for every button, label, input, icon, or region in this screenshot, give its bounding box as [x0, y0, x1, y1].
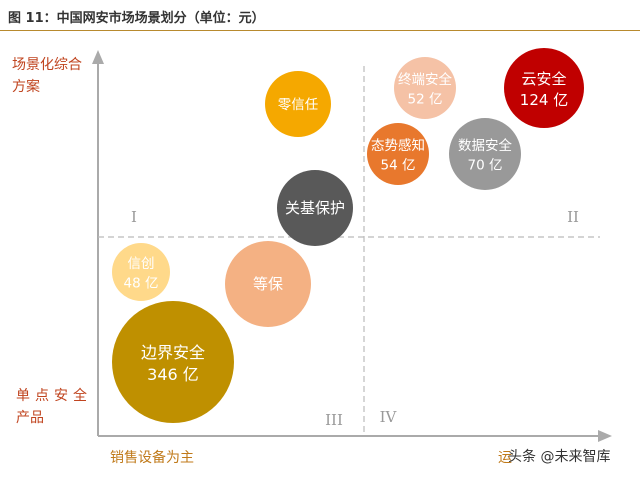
bubble-label-1: 零信任	[278, 97, 319, 113]
bubble-value-2: 52 亿	[408, 92, 443, 108]
quadrant-label-iii: III	[325, 411, 343, 429]
bubble-value-5: 70 亿	[468, 158, 503, 174]
y-axis-arrow	[92, 50, 104, 64]
bubble-1	[265, 71, 331, 137]
quadrant-label-ii: II	[567, 208, 579, 226]
x-axis-label-left: 销售设备为主	[110, 450, 194, 466]
bubble-3	[504, 48, 584, 128]
bubble-label-9: 边界安全	[141, 343, 205, 362]
bubble-4	[367, 123, 429, 185]
chart-title: 图 11：中国网安市场场景划分（单位：元）	[8, 11, 265, 26]
y-axis-label-bottom: 单点安全 产品	[16, 385, 92, 429]
bubble-label-3: 云安全	[521, 70, 566, 88]
watermark: 头条 @未来智库	[508, 449, 611, 465]
y-axis-label-top-line-1: 场景化综合	[12, 57, 82, 73]
bubble-6	[277, 170, 353, 246]
bubble-label-4: 态势感知	[371, 137, 425, 154]
y-axis-label-top-line-2: 方案	[12, 79, 40, 95]
x-axis-label-right: 运	[498, 450, 512, 466]
x-axis-arrow	[598, 430, 612, 442]
bubble-value-3: 124 亿	[520, 91, 568, 109]
bubble-label-2: 终端安全	[398, 71, 452, 88]
title-bar: 图 11：中国网安市场场景划分（单位：元）	[0, 0, 640, 31]
y-axis-label-top: 场景化综合 方案	[12, 54, 82, 98]
bubble-label-8: 等保	[253, 275, 283, 293]
bubble-9	[112, 301, 234, 423]
bubble-value-4: 54 亿	[381, 158, 416, 174]
bubble-5	[449, 118, 521, 190]
bubble-8	[225, 241, 311, 327]
bubble-2	[394, 57, 456, 119]
y-axis-label-bottom-line-1: 单点安全	[16, 388, 92, 404]
bubble-label-6: 关基保护	[285, 199, 345, 217]
bubble-7	[112, 243, 170, 301]
y-axis-label-bottom-line-2: 产品	[16, 410, 44, 426]
quadrant-label-i: I	[131, 208, 137, 226]
quadrant-label-iv: IV	[380, 408, 398, 426]
bubble-value-7: 48 亿	[124, 276, 159, 292]
bubble-value-9: 346 亿	[147, 365, 199, 384]
bubble-label-5: 数据安全	[458, 137, 512, 154]
bubble-label-7: 信创	[128, 256, 155, 272]
